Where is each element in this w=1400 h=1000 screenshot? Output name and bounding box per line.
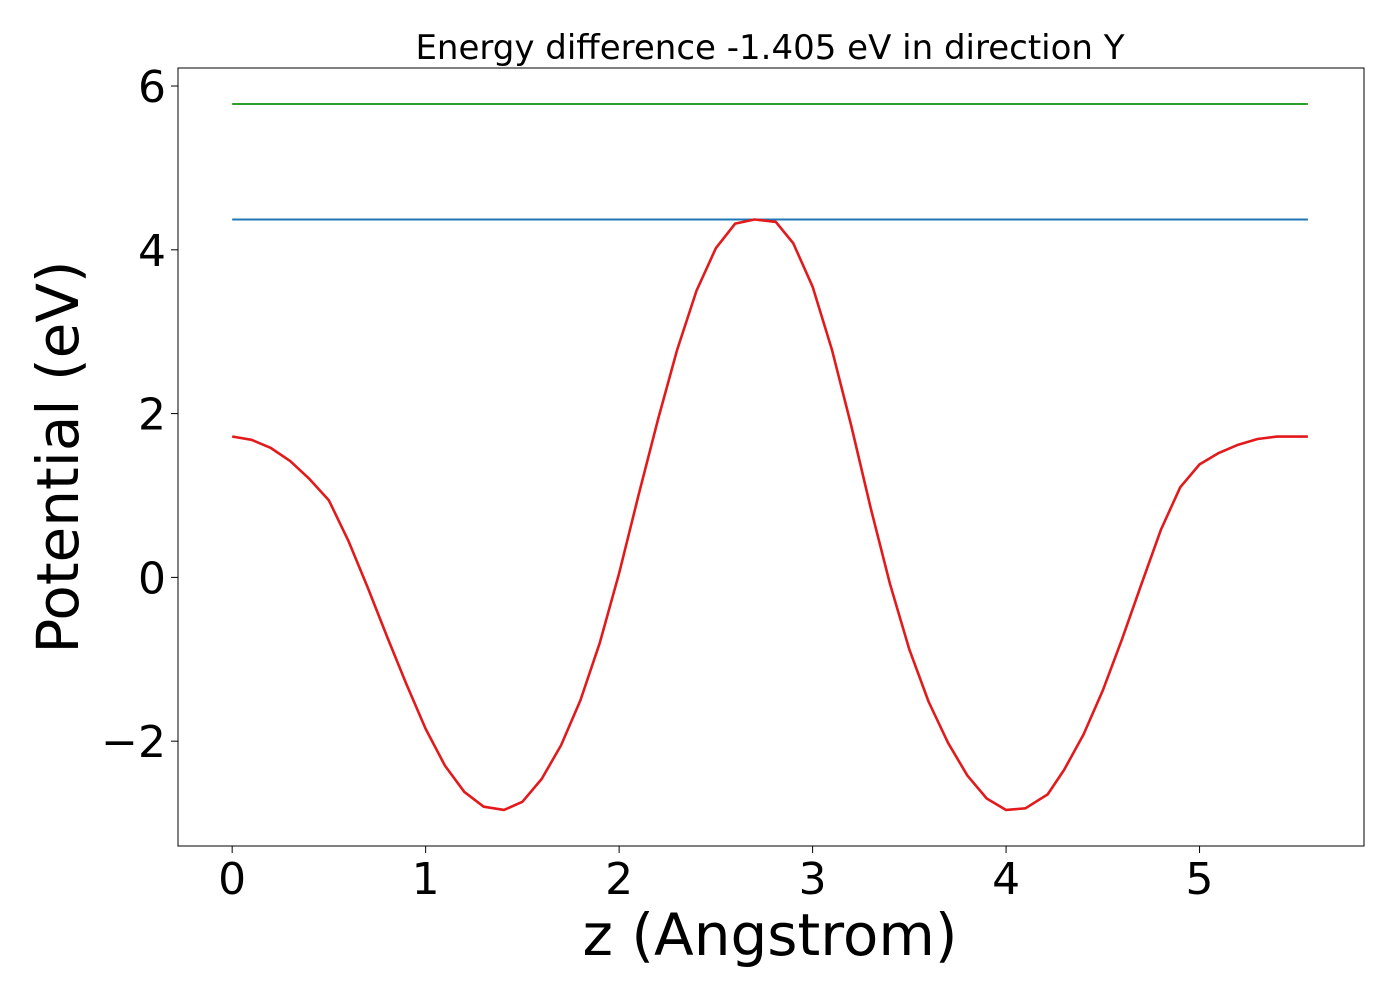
y-tick-label: −2 [101, 717, 166, 768]
y-tick-label: 6 [138, 62, 166, 113]
x-tick-label: 1 [412, 854, 440, 905]
series-line-0 [231, 218, 1308, 812]
y-axis-label: Potential (eV) [24, 260, 92, 653]
y-tick-label: 4 [138, 226, 166, 277]
plot-area-frame [177, 67, 1365, 847]
x-tick-label: 2 [605, 854, 633, 905]
y-tick-label: 2 [138, 390, 166, 441]
y-axis: −2 0 2 4 6 [101, 62, 178, 768]
y-tick-label: 0 [138, 553, 166, 604]
chart-title: Energy difference -1.405 eV in direction… [415, 28, 1124, 68]
x-axis: 0 1 2 3 4 5 [218, 846, 1214, 905]
x-tick-label: 0 [218, 854, 246, 905]
x-tick-label: 4 [992, 854, 1020, 905]
x-tick-label: 3 [799, 854, 827, 905]
x-tick-label: 5 [1186, 854, 1214, 905]
x-axis-label: z (Angstrom) [583, 901, 958, 969]
series-layer [231, 103, 1308, 812]
